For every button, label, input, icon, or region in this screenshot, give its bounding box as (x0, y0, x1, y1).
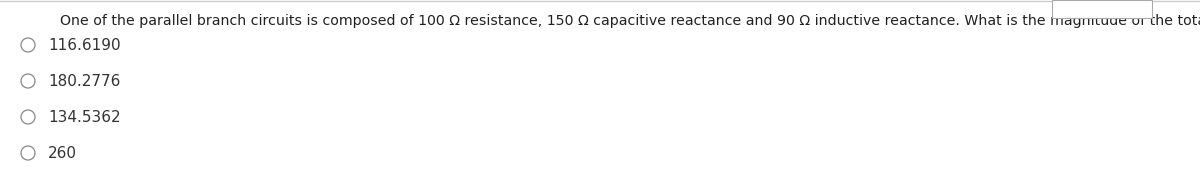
Ellipse shape (22, 38, 35, 52)
Ellipse shape (22, 110, 35, 124)
Text: 180.2776: 180.2776 (48, 74, 120, 89)
Text: 134.5362: 134.5362 (48, 109, 121, 124)
Ellipse shape (22, 146, 35, 160)
Text: 260: 260 (48, 146, 77, 161)
Text: 116.6190: 116.6190 (48, 37, 121, 52)
Ellipse shape (22, 74, 35, 88)
Bar (1052, 0, 1152, 18)
Text: One of the parallel branch circuits is composed of 100 Ω resistance, 150 Ω capac: One of the parallel branch circuits is c… (60, 14, 1200, 28)
